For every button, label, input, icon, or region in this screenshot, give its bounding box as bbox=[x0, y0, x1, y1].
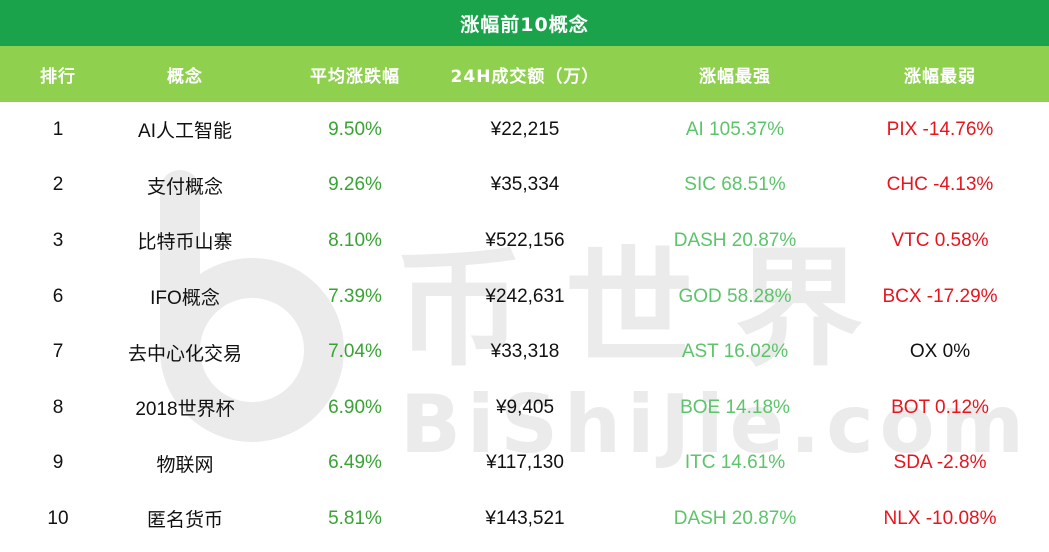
cell-volume: ¥33,318 bbox=[490, 341, 560, 363]
cell-volume: ¥22,215 bbox=[490, 118, 560, 140]
cell-avg-change: 6.49% bbox=[328, 452, 382, 474]
cell-avg-change: 7.04% bbox=[328, 341, 382, 363]
cell-concept: 比特币山寨 bbox=[137, 232, 233, 254]
header-avg-change: 平均涨跌幅 bbox=[310, 66, 400, 87]
cell-avg-change: 8.10% bbox=[328, 229, 382, 251]
cell-strongest: BOE 14.18% bbox=[680, 396, 790, 418]
cell-volume: ¥9,405 bbox=[495, 396, 555, 418]
table-row: 7 去中心化交易 7.04% ¥33,318 AST 16.02% OX 0% bbox=[0, 324, 1049, 380]
header-concept: 概念 bbox=[167, 66, 203, 87]
cell-strongest: AST 16.02% bbox=[681, 341, 789, 363]
cell-weakest: CHC -4.13% bbox=[886, 174, 994, 196]
cell-concept: 2018世界杯 bbox=[135, 399, 235, 421]
table-title: 涨幅前10概念 bbox=[0, 0, 1049, 46]
cell-weakest: BOT 0.12% bbox=[891, 396, 989, 418]
header-strongest: 涨幅最强 bbox=[699, 66, 771, 87]
cell-avg-change: 5.81% bbox=[328, 507, 382, 529]
table-row: 1 AI人工智能 9.50% ¥22,215 AI 105.37% PIX -14.76% bbox=[0, 102, 1049, 158]
header-weakest: 涨幅最弱 bbox=[904, 66, 976, 87]
cell-weakest: OX 0% bbox=[909, 341, 971, 363]
cell-volume: ¥143,521 bbox=[485, 507, 565, 529]
cell-rank: 9 bbox=[52, 452, 64, 474]
cell-weakest: NLX -10.08% bbox=[883, 507, 997, 529]
header-rank: 排行 bbox=[40, 66, 76, 87]
cell-strongest: DASH 20.87% bbox=[673, 507, 797, 529]
cell-weakest: VTC 0.58% bbox=[891, 229, 989, 251]
cell-volume: ¥35,334 bbox=[490, 174, 560, 196]
table-row: 6 IFO概念 7.39% ¥242,631 GOD 58.28% BCX -17.29% bbox=[0, 269, 1049, 325]
cell-concept: 匿名货币 bbox=[146, 510, 223, 532]
cell-concept: 物联网 bbox=[156, 454, 214, 476]
cell-concept: AI人工智能 bbox=[138, 121, 232, 143]
cell-rank: 6 bbox=[52, 285, 64, 307]
cell-rank: 10 bbox=[47, 507, 69, 529]
table-row: 8 2018世界杯 6.90% ¥9,405 BOE 14.18% BOT 0.12% bbox=[0, 380, 1049, 436]
cell-avg-change: 6.90% bbox=[328, 396, 382, 418]
cell-volume: ¥242,631 bbox=[485, 285, 565, 307]
cell-weakest: BCX -17.29% bbox=[882, 285, 998, 307]
cell-volume: ¥117,130 bbox=[486, 452, 564, 474]
cell-rank: 7 bbox=[52, 341, 64, 363]
table-row: 9 物联网 6.49% ¥117,130 ITC 14.61% SDA -2.8% bbox=[0, 436, 1049, 492]
table-row: 2 支付概念 9.26% ¥35,334 SIC 68.51% CHC -4.13% bbox=[0, 158, 1049, 214]
cell-concept: 去中心化交易 bbox=[127, 343, 242, 365]
table-body: 1 AI人工智能 9.50% ¥22,215 AI 105.37% PIX -14.76%… bbox=[0, 102, 1049, 547]
cell-rank: 1 bbox=[52, 118, 64, 140]
cell-avg-change: 9.50% bbox=[328, 118, 382, 140]
cell-concept: 支付概念 bbox=[146, 176, 223, 198]
table-row: 3 比特币山寨 8.10% ¥522,156 DASH 20.87% VTC 0.58% bbox=[0, 213, 1049, 269]
cell-strongest: DASH 20.87% bbox=[673, 229, 797, 251]
cell-rank: 3 bbox=[52, 229, 64, 251]
cell-avg-change: 9.26% bbox=[328, 174, 382, 196]
cell-strongest: GOD 58.28% bbox=[678, 285, 792, 307]
cell-volume: ¥522,156 bbox=[485, 229, 565, 251]
cell-strongest: AI 105.37% bbox=[685, 118, 785, 140]
cell-concept: IFO概念 bbox=[150, 288, 220, 310]
table-header: 排行 概念 平均涨跌幅 24H成交额（万） 涨幅最强 涨幅最弱 bbox=[0, 46, 1049, 102]
cell-weakest: SDA -2.8% bbox=[893, 452, 987, 474]
cell-rank: 2 bbox=[52, 174, 64, 196]
cell-strongest: SIC 68.51% bbox=[684, 174, 786, 196]
cell-weakest: PIX -14.76% bbox=[886, 118, 994, 140]
header-volume: 24H成交额（万） bbox=[450, 66, 600, 87]
cell-strongest: ITC 14.61% bbox=[684, 452, 786, 474]
cell-rank: 8 bbox=[52, 396, 64, 418]
table-row: 10 匿名货币 5.81% ¥143,521 DASH 20.87% NLX -10.08… bbox=[0, 491, 1049, 547]
cell-avg-change: 7.39% bbox=[328, 285, 382, 307]
